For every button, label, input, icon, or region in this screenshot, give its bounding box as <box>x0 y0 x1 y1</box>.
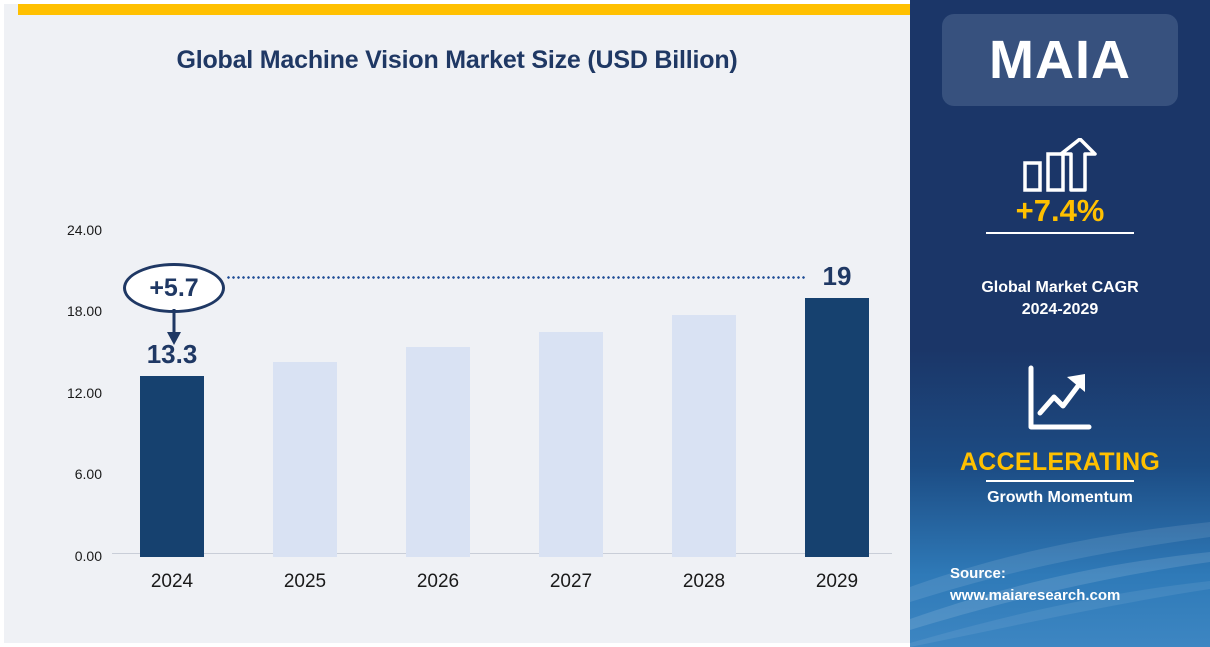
logo-box <box>942 14 1178 106</box>
x-axis-label-2025: 2025 <box>283 571 327 592</box>
cagr-divider <box>986 232 1134 234</box>
chart-panel: Global Machine Vision Market Size (USD B… <box>4 4 910 643</box>
x-axis-line <box>112 553 892 554</box>
callout-connector-line <box>226 276 806 279</box>
source-label: Source: <box>950 565 1006 582</box>
decorative-wave <box>910 522 1210 647</box>
bar-2025[interactable] <box>273 362 337 557</box>
momentum-caption: Growth Momentum <box>987 489 1133 506</box>
x-axis-label-2026: 2026 <box>416 571 460 592</box>
sidebar-panel: MAIA +7.4% Global Market CAGR 2024-2029 … <box>910 0 1210 647</box>
line-chart-up-icon <box>1028 365 1092 430</box>
x-axis-label-2028: 2028 <box>682 571 726 592</box>
bar-chart-arrow-up-icon <box>1023 138 1097 192</box>
bar-2028[interactable] <box>672 315 736 557</box>
y-axis-tick-2: 12.00 <box>66 385 102 401</box>
y-axis-tick-3: 18.00 <box>66 303 102 319</box>
bar-value-label-2029: 19 <box>822 261 852 291</box>
bar-value-label-2024: 13.3 <box>146 339 198 369</box>
x-axis-label-2029: 2029 <box>815 571 859 592</box>
callout-down-arrow-icon <box>167 309 181 345</box>
brand-logo: MAIA <box>989 30 1131 90</box>
x-axis-label-2024: 2024 <box>150 571 194 592</box>
cagr-caption-line2: 2024-2029 <box>1021 301 1099 318</box>
y-axis-tick-0: 0.00 <box>74 548 102 564</box>
cagr-value: +7.4% <box>1015 193 1105 228</box>
momentum-value: ACCELERATING <box>959 448 1161 476</box>
momentum-divider <box>986 480 1134 482</box>
y-axis-tick-1: 6.00 <box>74 466 102 482</box>
x-axis-label-2027: 2027 <box>549 571 593 592</box>
y-axis-tick-4: 24.00 <box>66 222 102 238</box>
cagr-caption-line1: Global Market CAGR <box>981 279 1139 296</box>
chart-plot-area: 0.00 6.00 12.00 18.00 24.00 13.3 19 2024… <box>4 4 910 643</box>
source-url[interactable]: www.maiaresearch.com <box>950 587 1121 604</box>
bar-2029[interactable] <box>805 298 869 557</box>
top-accent-bar <box>18 4 910 15</box>
bar-2027[interactable] <box>539 332 603 557</box>
growth-callout-label: +5.7 <box>149 274 199 302</box>
bar-2024[interactable] <box>140 376 204 557</box>
page-title: Global Machine Vision Market Size (USD B… <box>176 46 738 74</box>
bar-2026[interactable] <box>406 347 470 557</box>
